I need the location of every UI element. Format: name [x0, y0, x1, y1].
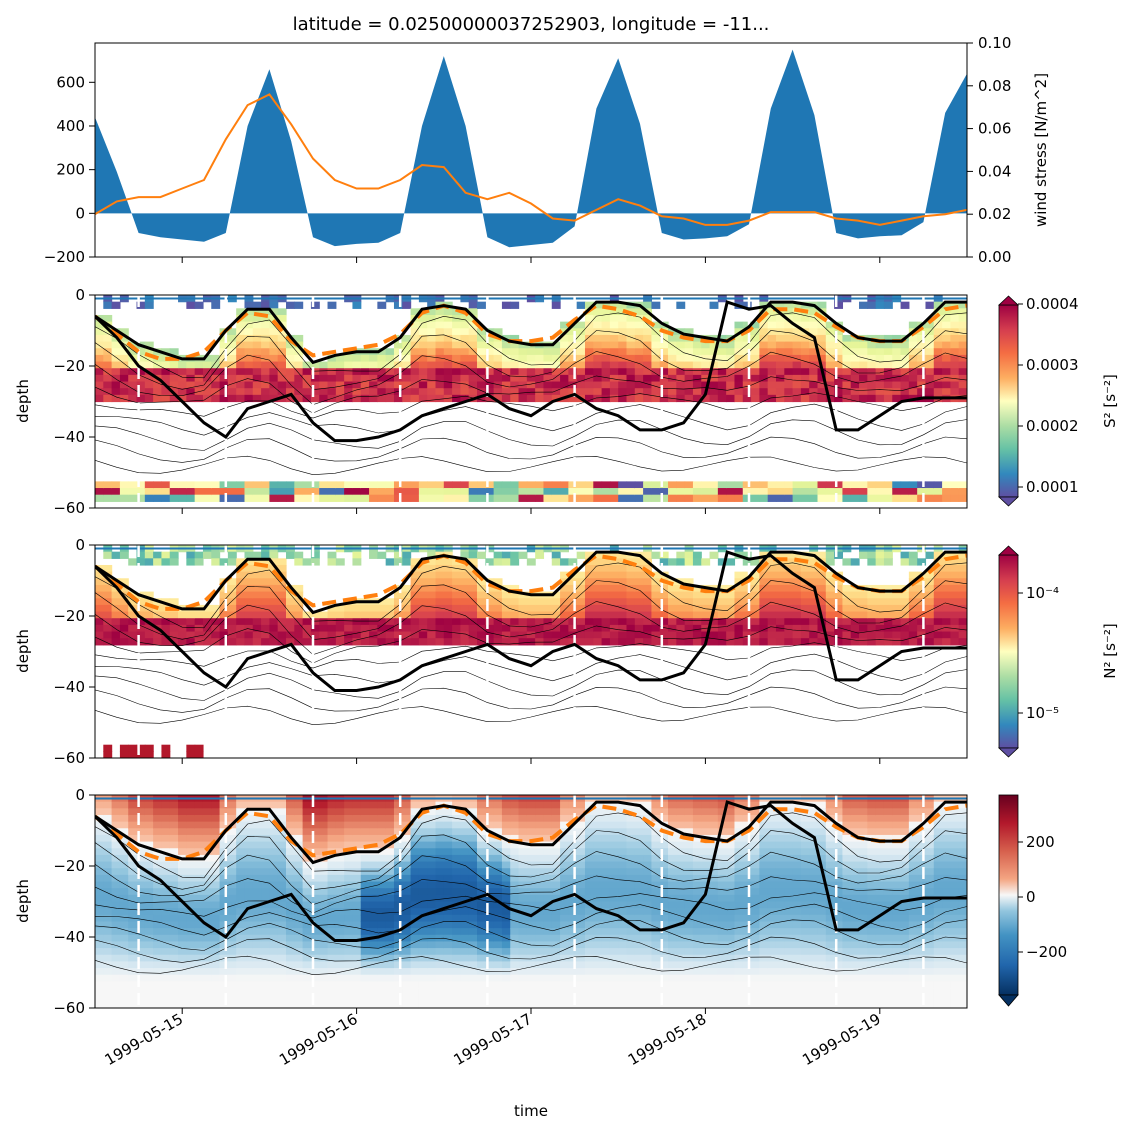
- date-tick-label: 1999-05-17: [450, 1010, 535, 1069]
- thin-contour: [95, 375, 967, 414]
- date-tick-label: 1999-05-18: [625, 1010, 710, 1069]
- colorbar-shear-extend-top: [997, 295, 1020, 306]
- colorbar-stratification-label: N² [s⁻²]: [1101, 623, 1119, 678]
- right-tick-label: 0.04: [978, 162, 1011, 180]
- thin-contour: [95, 455, 967, 476]
- colorbar-tick-label: 200: [1026, 833, 1055, 851]
- panel-stratification-ylabel: depth: [14, 629, 32, 673]
- time-axis-label: time: [514, 1102, 548, 1120]
- date-tick-label: 1999-05-16: [276, 1010, 361, 1069]
- colorbar-stratification-extend-top: [997, 545, 1020, 556]
- thin-contour: [95, 642, 967, 669]
- thin-contour: [95, 892, 967, 919]
- panel-shear-ylabel: depth: [14, 379, 32, 423]
- thin-contour: [95, 330, 967, 391]
- colorbar-tick-label: 0: [1026, 888, 1036, 906]
- thin-contour: [95, 830, 967, 891]
- depth-tick-label: 0: [75, 536, 85, 554]
- flux-area: [95, 49, 967, 248]
- thin-contour: [95, 580, 967, 641]
- left-tick-label: 0: [75, 204, 85, 222]
- depth-tick-label: 0: [75, 786, 85, 804]
- colorbar-tick-label: 0.0003: [1026, 356, 1079, 374]
- date-tick-label: 1999-05-19: [799, 1010, 884, 1069]
- deep-boundary-line: [95, 550, 967, 692]
- panel-stratification: 0 −20 −40 −60 depth 10⁻⁴ 10⁻⁵ N² [s⁻²]: [14, 536, 1119, 767]
- colorbar-shear-label: S² [s⁻²]: [1101, 374, 1119, 428]
- thin-contour: [95, 625, 967, 664]
- panel-diverging-ylabel: depth: [14, 879, 32, 923]
- deep-boundary-line: [95, 800, 967, 942]
- left-tick-label: 400: [56, 117, 85, 135]
- depth-tick-label: −40: [53, 928, 85, 946]
- mixed-layer-line: [95, 300, 967, 365]
- depth-tick-label: −20: [53, 357, 85, 375]
- date-tick-label: 1999-05-15: [102, 1010, 187, 1069]
- panel-shear: 0−20−40−60 depth 0.00040.00030.00020.000…: [14, 286, 1119, 517]
- thin-contour: [95, 562, 967, 629]
- right-tick-label: 0.08: [978, 77, 1011, 95]
- right-tick-label: 0.10: [978, 34, 1011, 52]
- thin-contour: [95, 919, 967, 951]
- left-tick-label: 200: [56, 161, 85, 179]
- thin-contour: [95, 312, 967, 379]
- depth-tick-label: −40: [53, 428, 85, 446]
- panel-diverging: 0 −20 −40 −60 depth 200 0 −200: [14, 786, 1067, 1017]
- thin-contour: [95, 705, 967, 726]
- colorbar-shear: 0.0004 0.0003 0.0002 0.0001 S² [s⁻²]: [997, 295, 1119, 507]
- wind-stress-line: [95, 93, 967, 226]
- right-tick-label: 0.00: [978, 248, 1011, 266]
- colorbar-tick-label: −200: [1026, 943, 1067, 961]
- colorbar-tick-label: 0.0004: [1026, 295, 1079, 313]
- colorbar-shear-extend-bottom: [997, 496, 1020, 507]
- deep-boundary-line: [95, 300, 967, 443]
- colorbar-diverging-extend-bottom: [998, 994, 1019, 1007]
- left-tick-label: 600: [56, 73, 85, 91]
- depth-tick-label: −60: [53, 499, 85, 517]
- dashed-depth-line: [95, 303, 967, 361]
- mixed-layer-line: [95, 550, 967, 615]
- thin-contour: [95, 436, 967, 463]
- depth-tick-label: −20: [53, 857, 85, 875]
- colorbar-tick-label: 0.0002: [1026, 417, 1079, 435]
- left-tick-label: −200: [44, 248, 85, 266]
- colorbar-stratification: 10⁻⁴ 10⁻⁵ N² [s⁻²]: [997, 545, 1119, 758]
- thin-contour: [95, 419, 967, 451]
- thin-contour: [95, 936, 967, 963]
- colorbar-stratification-extend-bottom: [997, 747, 1020, 758]
- thin-contour: [95, 812, 967, 879]
- thin-contour: [95, 669, 967, 701]
- colorbar-tick-label: 10⁻⁴: [1026, 584, 1059, 602]
- depth-tick-label: 0: [75, 286, 85, 304]
- dashed-depth-line: [95, 803, 967, 861]
- mixed-layer-line: [95, 800, 967, 865]
- wind-stress-axis-label: wind stress [N/m^2]: [1032, 73, 1050, 227]
- figure-title: latitude = 0.02500000037252903, longitud…: [293, 14, 770, 35]
- thin-contour: [95, 686, 967, 713]
- dashed-depth-line: [95, 553, 967, 611]
- right-tick-label: 0.06: [978, 120, 1011, 138]
- colorbar-tick-label: 10⁻⁵: [1026, 704, 1059, 722]
- thin-contour: [95, 392, 967, 419]
- colorbar-diverging: 200 0 −200: [998, 794, 1067, 1007]
- depth-tick-label: −60: [53, 749, 85, 767]
- depth-tick-label: −40: [53, 678, 85, 696]
- depth-tick-label: −20: [53, 607, 85, 625]
- colorbar-tick-label: 0.0001: [1026, 478, 1079, 496]
- thin-contour: [95, 955, 967, 976]
- thin-contour: [95, 875, 967, 914]
- right-tick-label: 0.02: [978, 205, 1011, 223]
- depth-tick-label: −60: [53, 999, 85, 1017]
